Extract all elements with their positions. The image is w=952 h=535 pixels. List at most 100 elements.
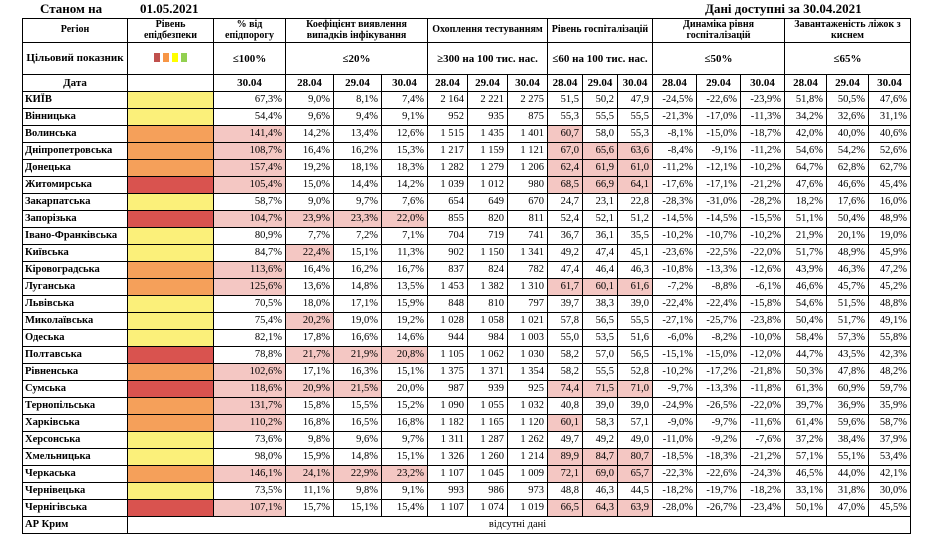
dyn-cell: -8,2%	[696, 329, 741, 347]
beds-cell: 48,2%	[868, 363, 911, 381]
hosp-cell: 39,7	[547, 295, 583, 313]
det-cell: 9,6%	[333, 431, 382, 449]
dyn-cell: -17,2%	[696, 363, 741, 381]
report-header: Станом на 01.05.2021 Дані доступні за 30…	[0, 0, 952, 18]
det-cell: 14,8%	[333, 278, 382, 296]
hosp-cell: 68,5	[547, 176, 583, 194]
det-cell: 16,2%	[333, 261, 382, 279]
pct-cell: 73,5%	[213, 482, 286, 500]
target-hosp-level: ≤60 на 100 тис. нас.	[547, 42, 653, 75]
col-detection: Коефіцієнт виявлення випадків інфікуванн…	[285, 18, 428, 43]
date-cell: 28.04	[547, 74, 583, 92]
test-cell: 1 217	[427, 142, 468, 160]
det-cell: 19,2%	[381, 312, 428, 330]
det-cell: 15,1%	[381, 363, 428, 381]
test-cell: 1 107	[427, 465, 468, 483]
date-cell: 30.04	[868, 74, 911, 92]
region-name: Херсонська	[22, 431, 128, 449]
date-pct: 30.04	[213, 74, 286, 92]
hosp-cell: 46,3	[582, 482, 618, 500]
hosp-cell: 56,5	[582, 312, 618, 330]
pct-cell: 54,4%	[213, 108, 286, 126]
test-cell: 1 028	[427, 312, 468, 330]
hosp-cell: 58,2	[547, 346, 583, 364]
dyn-cell: -9,0%	[652, 414, 697, 432]
beds-cell: 50,3%	[784, 363, 827, 381]
dyn-cell: -13,3%	[696, 380, 741, 398]
beds-cell: 51,1%	[784, 210, 827, 228]
beds-cell: 45,5%	[868, 499, 911, 517]
test-cell: 1 012	[467, 176, 508, 194]
dyn-cell: -17,6%	[652, 176, 697, 194]
beds-cell: 50,4%	[826, 210, 869, 228]
det-cell: 7,1%	[381, 227, 428, 245]
det-cell: 8,1%	[333, 91, 382, 109]
beds-cell: 39,7%	[784, 397, 827, 415]
det-cell: 17,1%	[285, 363, 334, 381]
beds-cell: 43,5%	[826, 346, 869, 364]
beds-cell: 36,9%	[826, 397, 869, 415]
test-cell: 1 375	[427, 363, 468, 381]
beds-cell: 30,0%	[868, 482, 911, 500]
det-cell: 13,6%	[285, 278, 334, 296]
det-cell: 23,2%	[381, 465, 428, 483]
pct-cell: 157,4%	[213, 159, 286, 177]
beds-cell: 47,0%	[826, 499, 869, 517]
test-cell: 1 062	[467, 346, 508, 364]
beds-cell: 53,4%	[868, 448, 911, 466]
hosp-cell: 84,7	[582, 448, 618, 466]
beds-cell: 17,6%	[826, 193, 869, 211]
dyn-cell: -22,5%	[696, 244, 741, 262]
hosp-cell: 47,9	[617, 91, 653, 109]
det-cell: 15,0%	[285, 176, 334, 194]
test-cell: 1 341	[507, 244, 548, 262]
target-testing: ≥300 на 100 тис. нас.	[427, 42, 548, 75]
beds-cell: 55,8%	[868, 329, 911, 347]
dyn-cell: -23,6%	[652, 244, 697, 262]
hosp-cell: 66,5	[547, 499, 583, 517]
beds-cell: 46,6%	[784, 278, 827, 296]
target-detection: ≤20%	[285, 42, 428, 75]
dyn-cell: -18,7%	[740, 125, 785, 143]
hosp-cell: 36,7	[547, 227, 583, 245]
region-name: Чернігівська	[22, 499, 128, 517]
test-cell: 1 206	[507, 159, 548, 177]
beds-cell: 54,6%	[784, 142, 827, 160]
test-cell: 855	[427, 210, 468, 228]
level-cell	[127, 193, 214, 211]
test-cell: 993	[427, 482, 468, 500]
pct-cell: 131,7%	[213, 397, 286, 415]
test-cell: 1 150	[467, 244, 508, 262]
test-cell: 811	[507, 210, 548, 228]
level-cell	[127, 346, 214, 364]
det-cell: 9,1%	[381, 482, 428, 500]
det-cell: 16,8%	[381, 414, 428, 432]
beds-cell: 58,4%	[784, 329, 827, 347]
dyn-cell: -26,7%	[696, 499, 741, 517]
det-cell: 9,7%	[333, 193, 382, 211]
hosp-cell: 65,6	[582, 142, 618, 160]
beds-cell: 47,8%	[826, 363, 869, 381]
col-testing: Охоплення тестуванням	[427, 18, 548, 43]
hosp-cell: 53,5	[582, 329, 618, 347]
hosp-cell: 61,9	[582, 159, 618, 177]
hosp-cell: 49,2	[582, 431, 618, 449]
hosp-cell: 39,0	[617, 397, 653, 415]
pct-cell: 58,7%	[213, 193, 286, 211]
det-cell: 7,6%	[381, 193, 428, 211]
col-level: Рівень епідбезпеки	[127, 18, 214, 43]
hosp-cell: 49,7	[547, 431, 583, 449]
col-beds: Завантаженість ліжок з киснем	[784, 18, 911, 43]
hosp-cell: 36,1	[582, 227, 618, 245]
pct-cell: 113,6%	[213, 261, 286, 279]
table-row: Черкаська 146,1% 24,1% 22,9% 23,2% 1 107 1 045…	[22, 465, 911, 483]
level-cell	[127, 431, 214, 449]
test-cell: 797	[507, 295, 548, 313]
level-cell	[127, 159, 214, 177]
table-row: Одеська 82,1% 17,8% 16,6% 14,6% 944 984 1 003 55…	[22, 329, 911, 347]
dyn-cell: -18,2%	[740, 482, 785, 500]
dyn-cell: -10,2%	[652, 227, 697, 245]
test-cell: 1 074	[467, 499, 508, 517]
level-cell	[127, 125, 214, 143]
table-row: Луганська 125,6% 13,6% 14,8% 13,5% 1 453 1 382…	[22, 278, 911, 296]
